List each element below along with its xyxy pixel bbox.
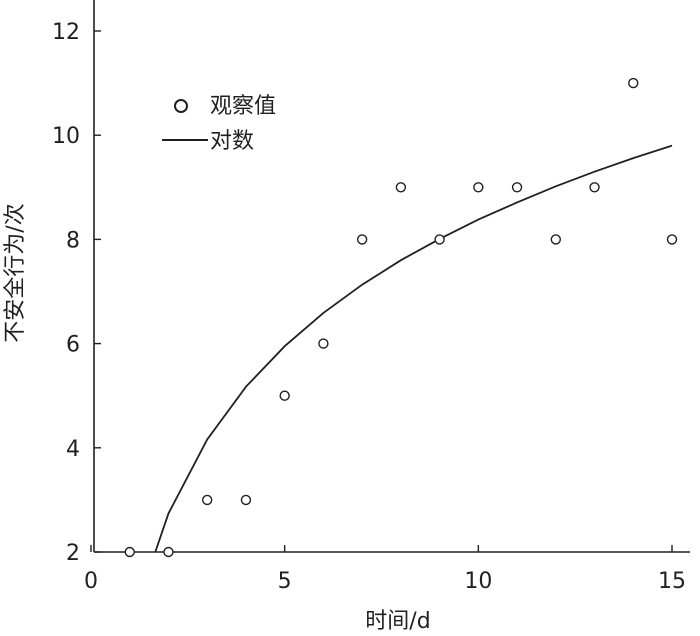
data-point [550,234,561,245]
data-point [434,234,445,245]
legend-label-observed: 观察值 [210,94,276,119]
data-point [589,182,600,193]
y-tick-label: 10 [52,124,80,149]
fit-line [154,144,673,553]
legend-label-fit: 对数 [210,129,254,154]
x-axis-ticks: 0 5 10 15 [84,545,686,594]
x-tick-label: 5 [278,569,292,594]
x-tick-label: 15 [658,569,686,594]
data-point [240,494,252,506]
y-tick-label: 4 [66,437,80,462]
data-point [511,182,523,193]
y-tick-label: 6 [66,333,80,358]
fit-line-layer [154,144,673,553]
data-point [473,182,484,193]
data-point [318,338,329,349]
data-point [356,234,368,245]
x-tick-label: 10 [464,569,492,594]
y-tick-label: 12 [52,20,80,45]
y-tick-label: 2 [66,541,80,566]
data-point [201,494,213,506]
data-point [163,546,174,558]
data-point [124,546,135,558]
y-tick-label: 8 [66,228,80,253]
legend: 观察值 对数 [162,94,276,154]
data-point [628,77,639,89]
data-point [666,234,678,245]
legend-marker-observed [174,99,188,113]
data-point [395,182,407,193]
x-tick-label: 0 [84,569,98,594]
plot-frame [93,0,690,553]
data-point [279,390,290,401]
observed-points-layer [124,77,678,558]
x-axis-title: 时间/d [365,609,430,634]
y-axis-title: 不安全行为/次 [3,203,28,342]
y-axis-ticks: 2 4 6 8 10 12 [52,20,101,566]
